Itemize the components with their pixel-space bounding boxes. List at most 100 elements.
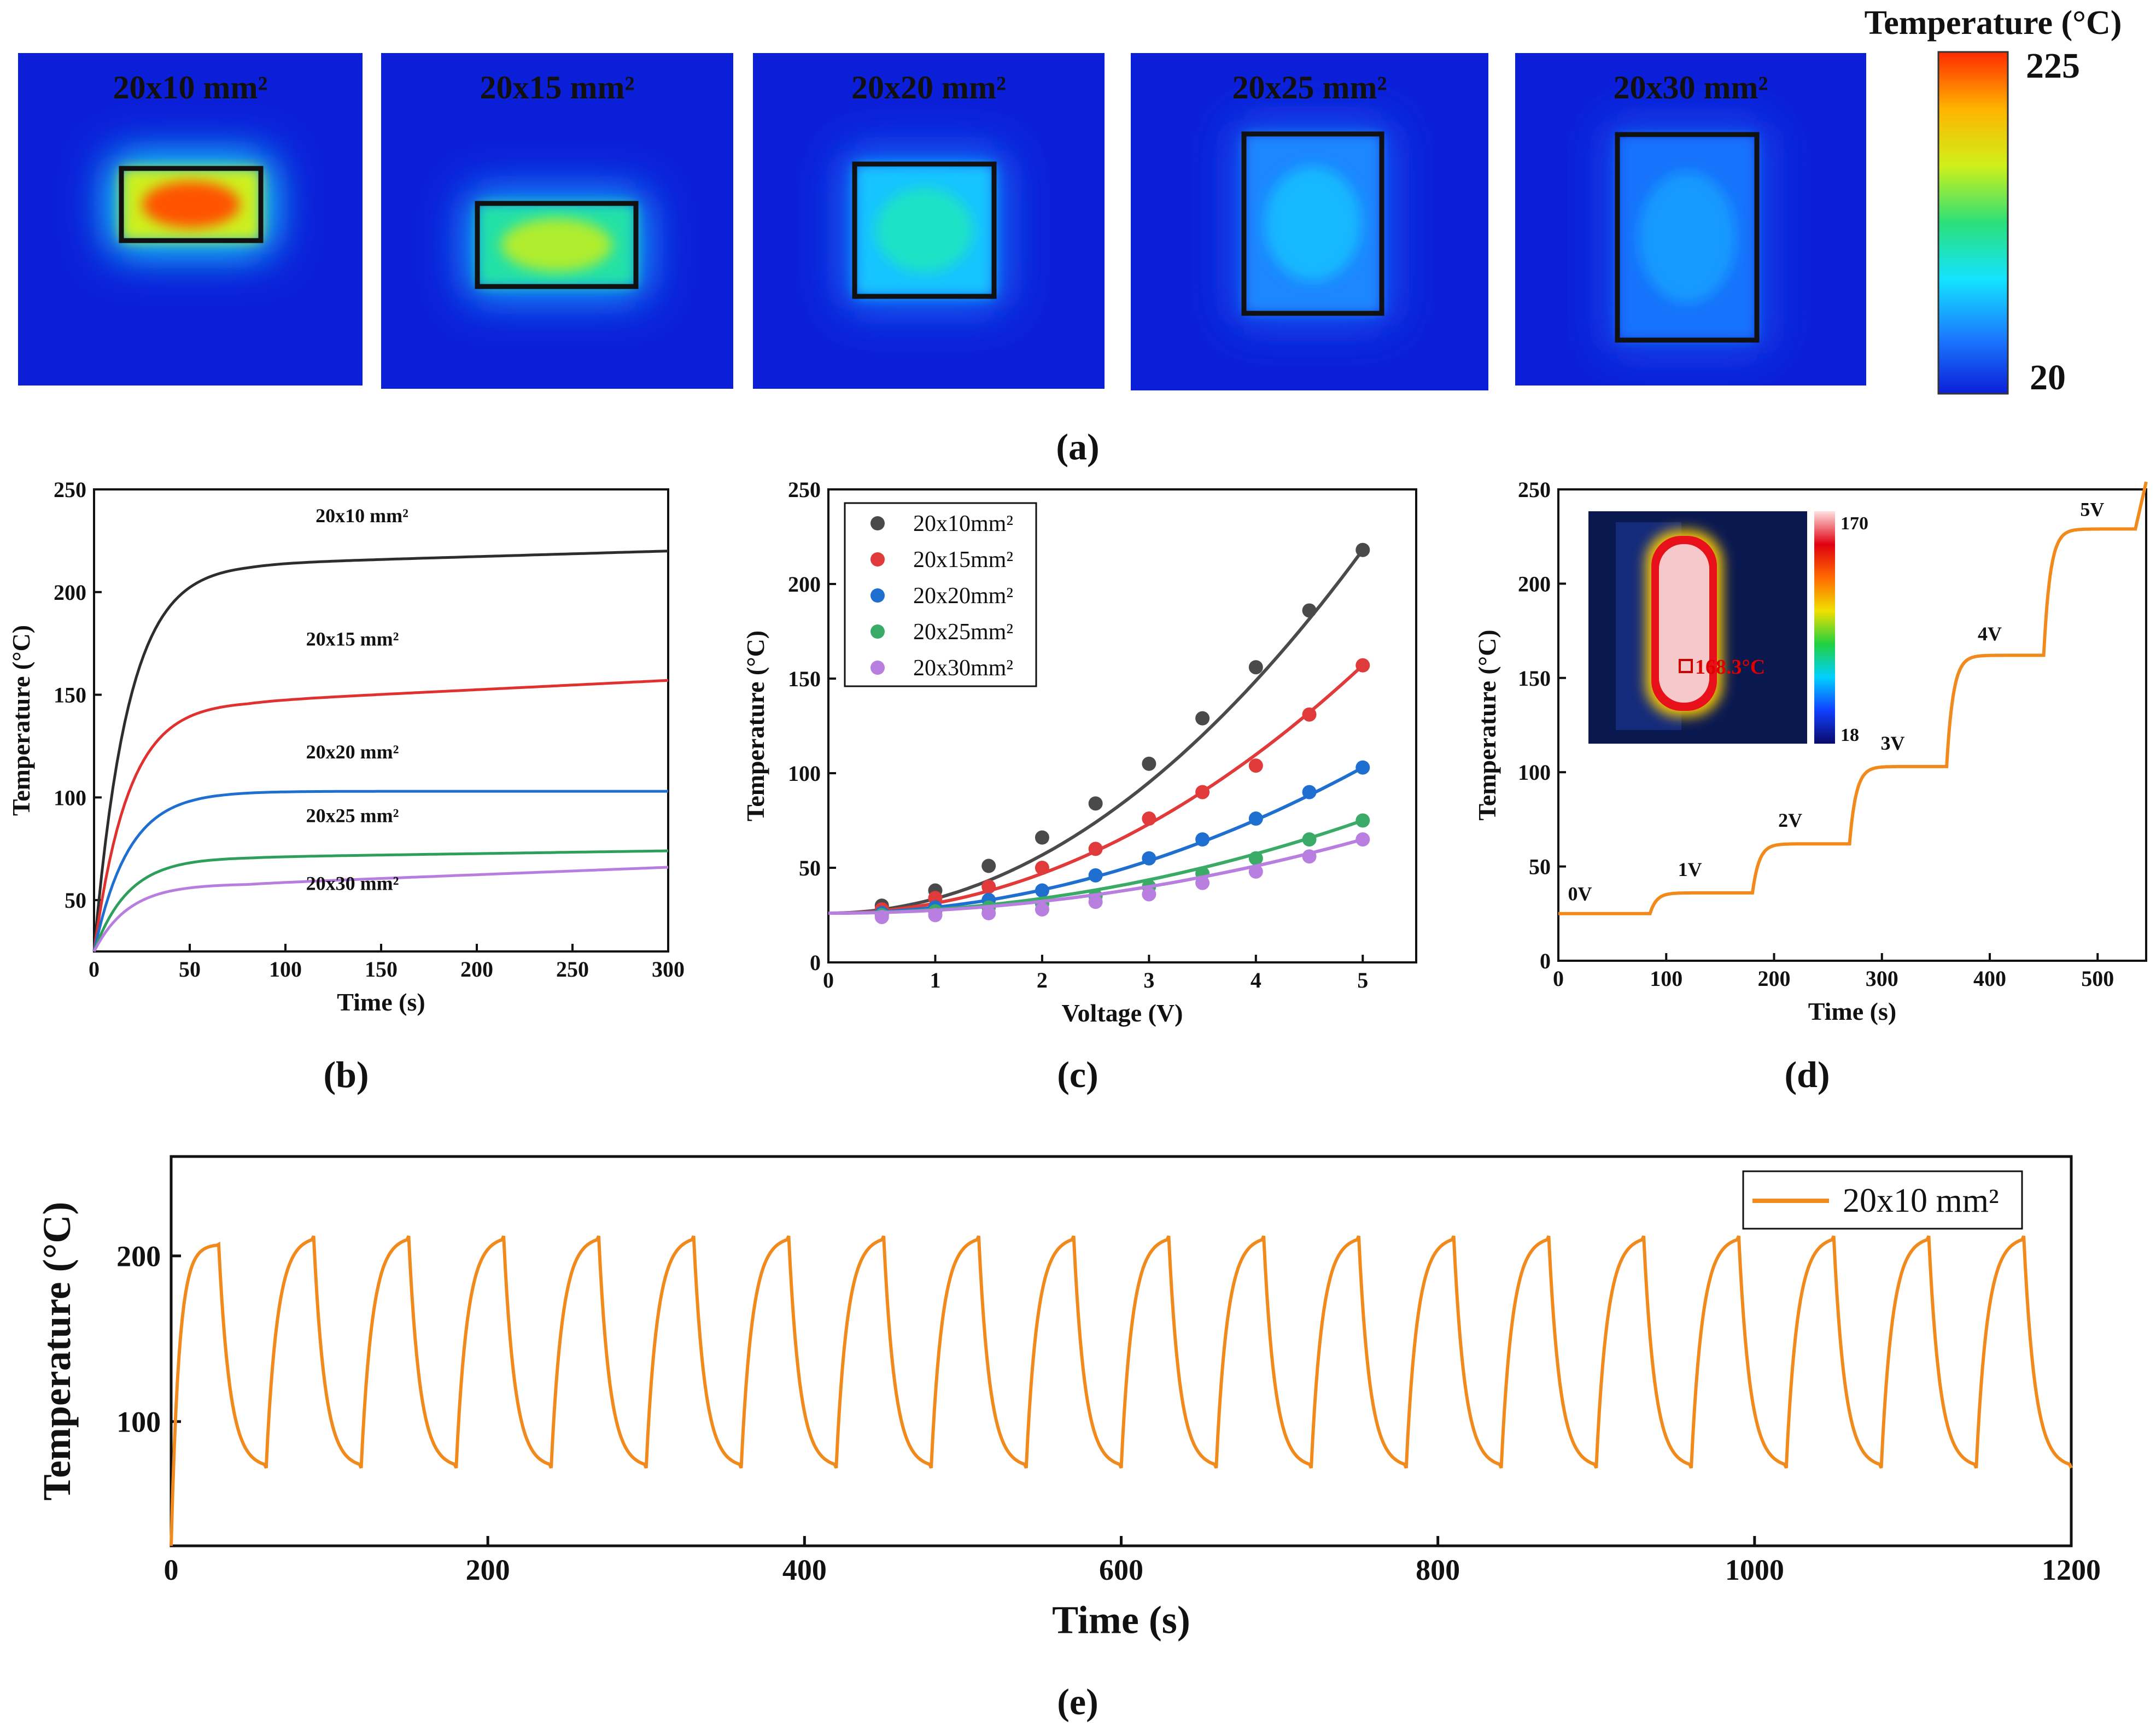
- data-point: [1088, 895, 1103, 909]
- legend: 20x10 mm²: [1742, 1170, 2023, 1230]
- thermal-map-label-2: 20x15 mm²: [480, 69, 635, 106]
- data-point: [1035, 883, 1049, 898]
- y-axis-label: Temperature (°C): [741, 630, 769, 821]
- colorbar-max-label: 225: [2026, 46, 2080, 86]
- x-axis-label: Time (s): [1808, 997, 1896, 1025]
- x-tick-label: 500: [2081, 966, 2114, 991]
- colorbar-bar: [1937, 51, 2009, 395]
- y-tick-label: 250: [788, 477, 821, 502]
- data-point: [1302, 849, 1317, 864]
- colorbar-title: Temperature (°C): [1865, 4, 2122, 42]
- x-axis-label: Voltage (V): [1062, 999, 1183, 1027]
- y-tick-label: 200: [116, 1240, 161, 1273]
- inset-hot-core: [1659, 544, 1709, 703]
- data-point: [1142, 756, 1156, 771]
- data-point: [1302, 603, 1317, 618]
- y-tick-label: 50: [65, 888, 86, 913]
- inset-thermal-image: 170 18 168.3°C: [1588, 511, 1868, 745]
- series-label-2: 20x15 mm²: [306, 628, 399, 650]
- chart-e: 0 200 400 600 800 1000 1200 100 200 Time (s) Tempe…: [35, 1155, 2101, 1642]
- series-line-5: [92, 866, 669, 953]
- voltage-label-6: 5V: [2080, 498, 2104, 520]
- x-tick-label: 150: [365, 957, 398, 982]
- series-label-3: 20x20 mm²: [306, 741, 399, 763]
- data-point: [1355, 542, 1370, 557]
- thermal-map-heater-outline: [1241, 131, 1384, 316]
- y-tick-label: 100: [116, 1406, 161, 1439]
- y-tick-label: 0: [1540, 949, 1551, 973]
- series-label-5: 20x30 mm²: [306, 872, 399, 894]
- data-point: [1035, 861, 1049, 875]
- legend-label-1: 20x10mm²: [913, 511, 1013, 536]
- voltage-label-1: 0V: [1568, 883, 1592, 905]
- y-axis-label: Temperature (°C): [7, 625, 35, 816]
- x-axis-label: Time (s): [337, 988, 425, 1016]
- data-point: [874, 909, 889, 924]
- y-tick-label: 200: [788, 572, 821, 597]
- colorbar-min-label: 20: [2030, 358, 2066, 398]
- legend-marker-3: [870, 588, 885, 603]
- thermal-map-content: [18, 53, 363, 386]
- data-point: [1195, 711, 1210, 726]
- thermal-maps-panel: 20x10 mm² 20x15 mm² 20x20 mm² 20x25 mm² 20x3…: [18, 53, 1866, 390]
- data-point: [1088, 868, 1103, 883]
- thermal-map-content: [1515, 53, 1866, 386]
- chart-d: 0 100 200 300 400 500 0 50 100 150 200 250 Time (s) T…: [1473, 477, 2148, 1025]
- legend-label-4: 20x25mm²: [913, 620, 1013, 645]
- chart-b: 0 50 100 150 200 250 300 50 100 150 200 250 Time (s)…: [7, 477, 685, 1016]
- thermal-map-heater-outline: [475, 201, 639, 289]
- series-line-2: [92, 679, 669, 952]
- x-tick-label: 0: [89, 957, 100, 982]
- x-tick-label: 0: [164, 1553, 179, 1586]
- x-tick-label: 300: [1866, 966, 1898, 991]
- x-tick-label: 100: [269, 957, 302, 982]
- series-line-4: [92, 849, 669, 952]
- thermal-map-label-1: 20x10 mm²: [113, 69, 268, 106]
- x-tick-label: 200: [466, 1553, 510, 1586]
- y-tick-label: 250: [1518, 477, 1551, 502]
- legend: 20x10mm² 20x15mm² 20x20mm² 20x25mm² 20x30mm²: [844, 502, 1037, 687]
- x-tick-label: 1: [930, 968, 940, 992]
- inset-colorbar-min: 18: [1841, 725, 1859, 745]
- panel-label-e: (e): [1057, 1681, 1098, 1722]
- thermal-map-hotspot: [501, 218, 612, 272]
- inset-colorbar: [1814, 511, 1835, 744]
- cycling-line: [170, 1235, 2073, 1546]
- y-tick-label: 200: [1518, 571, 1551, 596]
- x-tick-label: 0: [823, 968, 834, 992]
- panel-label-d: (d): [1784, 1054, 1830, 1095]
- voltage-label-2: 1V: [1678, 858, 1702, 880]
- data-point: [1302, 832, 1317, 847]
- data-point: [1035, 902, 1049, 917]
- y-tick-label: 50: [1529, 855, 1551, 879]
- step-response-line: [1558, 481, 2148, 915]
- y-tick-label: 150: [788, 667, 821, 691]
- thermal-map-4: 20x25 mm²: [1131, 53, 1488, 390]
- x-tick-label: 1000: [1725, 1553, 1784, 1586]
- x-tick-label: 250: [556, 957, 589, 982]
- thermal-map-hotspot: [142, 181, 240, 228]
- data-point: [1142, 811, 1156, 826]
- data-point: [1302, 707, 1317, 722]
- y-axis-label: Temperature (°C): [1473, 629, 1501, 820]
- legend-label-2: 20x15mm²: [913, 547, 1013, 573]
- data-point: [1355, 658, 1370, 673]
- plot-frame: [1557, 488, 2147, 962]
- data-point: [981, 906, 996, 921]
- series-line-1: [92, 550, 669, 952]
- y-tick-label: 150: [1518, 666, 1551, 691]
- y-tick-label: 50: [799, 856, 821, 880]
- x-tick-label: 1200: [2042, 1553, 2101, 1586]
- y-tick-label: 100: [1518, 760, 1551, 785]
- thermal-map-heater-outline: [119, 166, 264, 243]
- data-point: [1248, 864, 1263, 879]
- data-point: [928, 908, 943, 922]
- legend-marker-1: [870, 516, 885, 530]
- data-point: [1248, 811, 1263, 826]
- thermal-map-content: [753, 53, 1105, 389]
- data-point: [1035, 830, 1049, 845]
- y-tick-label: 0: [810, 950, 821, 975]
- colorbar: Temperature (°C) 225 20: [1865, 4, 2122, 398]
- x-tick-label: 400: [1973, 966, 2006, 991]
